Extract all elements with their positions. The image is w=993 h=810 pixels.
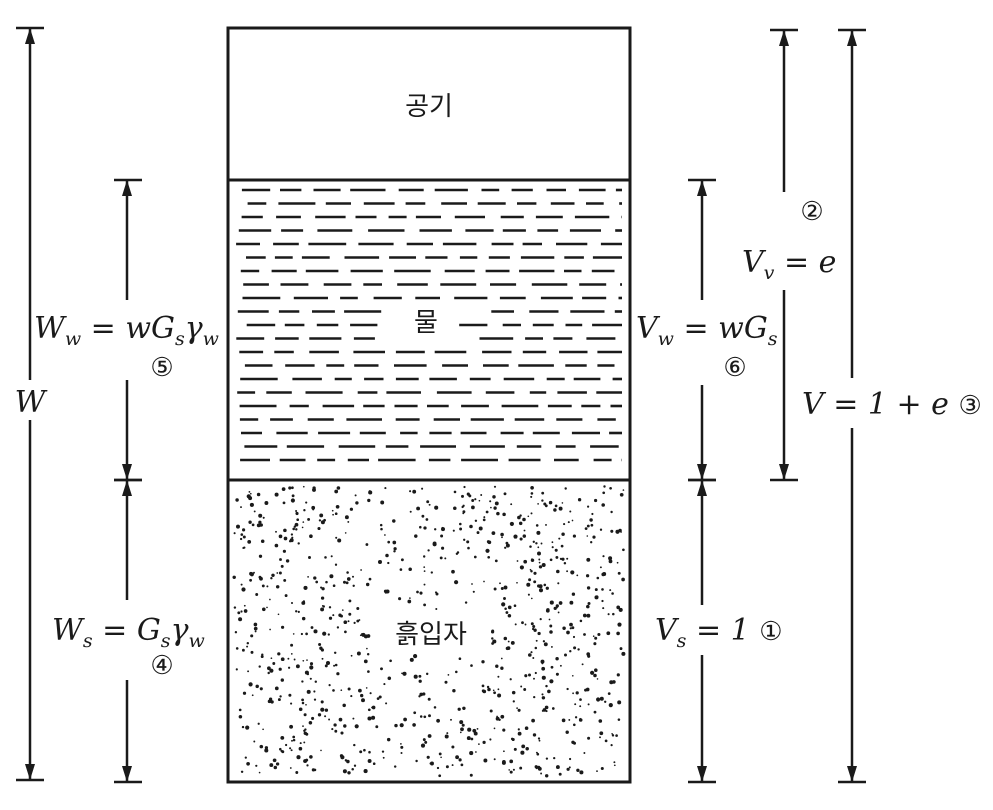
total-volume-formula: V = 1 + e ③: [802, 387, 982, 422]
soil-stipple: [232, 485, 626, 778]
void-volume-dimension: ② Vv = e: [742, 28, 836, 482]
water-weight-dimension: Ww = wGsγw ⑤: [34, 178, 219, 482]
total-weight-dimension: W: [15, 26, 48, 782]
water-hatching: [236, 188, 622, 462]
water-volume-formula: Vw = wGs: [636, 311, 778, 350]
soil-phase-label: 흙입자: [395, 620, 467, 650]
water-phase-label: 물: [414, 308, 438, 338]
total-weight-label: W: [15, 385, 48, 420]
soil-weight-dimension: Ws = Gsγw ④: [52, 478, 205, 784]
air-phase-label: 공기: [405, 92, 453, 122]
water-weight-step: ⑤: [150, 353, 173, 383]
total-volume-dimension: V = 1 + e ③: [800, 28, 982, 784]
soil-weight-formula: Ws = Gsγw: [52, 613, 205, 652]
soil-label-bg: [372, 612, 490, 654]
void-volume-step: ②: [800, 197, 823, 227]
water-volume-step: ⑥: [723, 353, 746, 383]
water-weight-formula: Ww = wGsγw: [34, 311, 219, 350]
soil-volume-formula: Vs = 1 ①: [655, 613, 783, 652]
soil-volume-dimension: Vs = 1 ①: [655, 478, 783, 784]
void-volume-formula: Vv = e: [742, 245, 836, 284]
water-volume-dimension: Vw = wGs ⑥: [636, 178, 778, 482]
air-phase-box: [226, 26, 632, 182]
water-label-bg: [396, 300, 456, 342]
soil-weight-step: ④: [150, 651, 173, 681]
